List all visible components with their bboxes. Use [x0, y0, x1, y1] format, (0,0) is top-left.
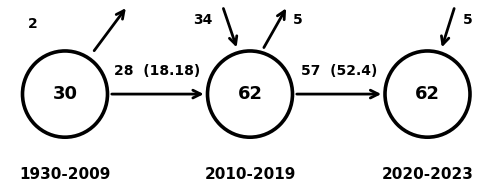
Text: 2: 2 [28, 16, 38, 31]
Text: 1930-2009: 1930-2009 [20, 167, 110, 182]
Text: 2010-2019: 2010-2019 [204, 167, 296, 182]
Text: 34: 34 [193, 13, 212, 27]
Text: 5: 5 [462, 13, 472, 27]
Text: 5: 5 [292, 13, 302, 27]
Text: 62: 62 [415, 85, 440, 103]
Text: 62: 62 [238, 85, 262, 103]
Text: 2020-2023: 2020-2023 [382, 167, 474, 182]
Text: 57  (52.4): 57 (52.4) [301, 64, 377, 78]
Text: 28  (18.18): 28 (18.18) [114, 64, 200, 78]
Text: 30: 30 [52, 85, 78, 103]
